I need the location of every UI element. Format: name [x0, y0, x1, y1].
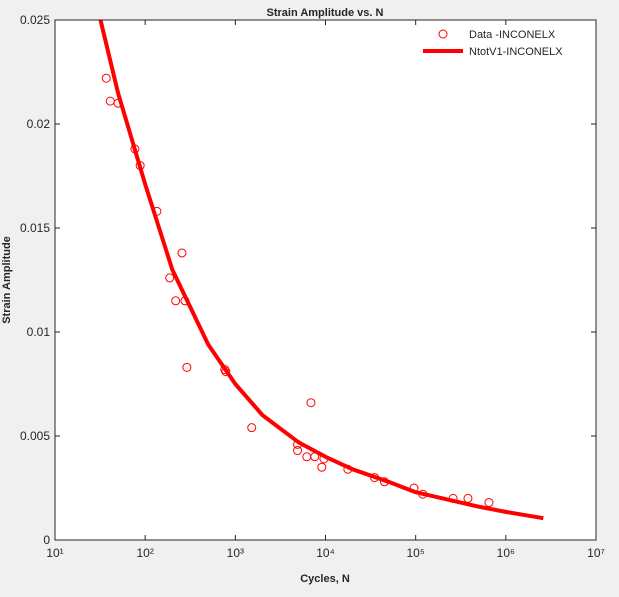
x-tick-label: 10³: [227, 546, 244, 560]
data-point: [171, 296, 181, 306]
x-axis-label: Cycles, N: [300, 573, 350, 585]
data-point: [177, 248, 187, 258]
legend-label: NtotV1-INCONELX: [469, 46, 563, 58]
fit-line: [98, 19, 544, 521]
y-tick-label: 0: [43, 533, 50, 547]
data-point: [101, 73, 111, 83]
y-axis-label: Strain Amplitude: [1, 236, 13, 324]
data-point: [247, 423, 257, 433]
chart-title: Strain Amplitude vs. N: [267, 7, 384, 19]
x-tick-label: 10⁴: [316, 546, 335, 560]
data-point: [484, 498, 494, 508]
legend-marker: [438, 29, 448, 39]
x-tick-label: 10¹: [46, 546, 63, 560]
data-point: [165, 273, 175, 283]
data-point: [306, 398, 316, 408]
y-tick-label: 0.005: [20, 429, 50, 443]
plot-area: [55, 20, 596, 540]
x-tick-label: 10⁵: [407, 546, 425, 560]
y-tick-label: 0.01: [27, 325, 51, 339]
y-tick-label: 0.025: [20, 13, 50, 27]
data-point: [293, 446, 303, 456]
axes-box: [54, 19, 597, 541]
legend-label: Data -INCONELX: [469, 29, 556, 41]
y-tick-label: 0.015: [20, 221, 50, 235]
y-tick-label: 0.02: [27, 117, 51, 131]
x-tick-label: 10⁷: [587, 546, 605, 560]
data-point: [317, 462, 327, 472]
x-tick-label: 10⁶: [497, 546, 515, 560]
data-point: [182, 362, 192, 372]
x-tick-label: 10²: [136, 546, 153, 560]
